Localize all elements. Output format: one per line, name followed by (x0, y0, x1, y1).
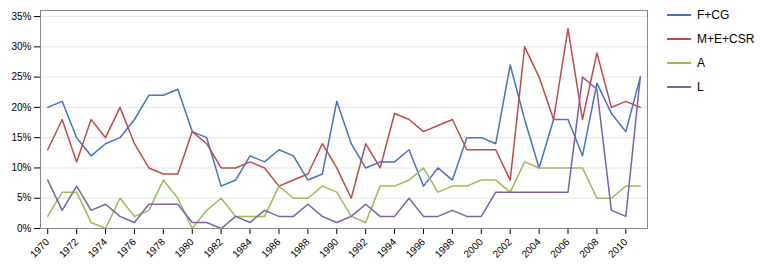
html-text:A: A (697, 56, 705, 70)
svg-text:10%: 10% (11, 162, 31, 173)
svg-text:1970: 1970 (28, 236, 52, 260)
svg-text:1998: 1998 (433, 236, 457, 260)
svg-text:15%: 15% (11, 132, 31, 143)
svg-text:1976: 1976 (115, 236, 139, 260)
svg-text:20%: 20% (11, 102, 31, 113)
svg-text:1984: 1984 (230, 236, 254, 260)
svg-text:1996: 1996 (404, 236, 428, 260)
svg-text:1974: 1974 (86, 236, 110, 260)
svg-text:5%: 5% (17, 192, 32, 203)
svg-text:1994: 1994 (375, 236, 399, 260)
html-text:L: L (697, 80, 704, 94)
svg-text:1990: 1990 (317, 236, 341, 260)
svg-text:1978: 1978 (144, 236, 168, 260)
svg-text:25%: 25% (11, 71, 31, 82)
svg-text:1982: 1982 (201, 236, 225, 260)
svg-text:1992: 1992 (346, 236, 370, 260)
svg-text:2010: 2010 (606, 236, 630, 260)
svg-text:2002: 2002 (490, 236, 514, 260)
svg-text:1980: 1980 (172, 236, 196, 260)
svg-text:2008: 2008 (577, 236, 601, 260)
svg-text:2004: 2004 (519, 236, 543, 260)
svg-text:2000: 2000 (461, 236, 485, 260)
svg-text:30%: 30% (11, 41, 31, 52)
html-text:F+CG: F+CG (697, 8, 730, 22)
svg-text:1986: 1986 (259, 236, 283, 260)
svg-text:1972: 1972 (57, 236, 81, 260)
svg-text:0%: 0% (17, 223, 32, 234)
svg-text:1988: 1988 (288, 236, 312, 260)
html-text:M+E+CSR: M+E+CSR (697, 32, 755, 46)
svg-text:35%: 35% (11, 11, 31, 22)
svg-text:2006: 2006 (548, 236, 572, 260)
